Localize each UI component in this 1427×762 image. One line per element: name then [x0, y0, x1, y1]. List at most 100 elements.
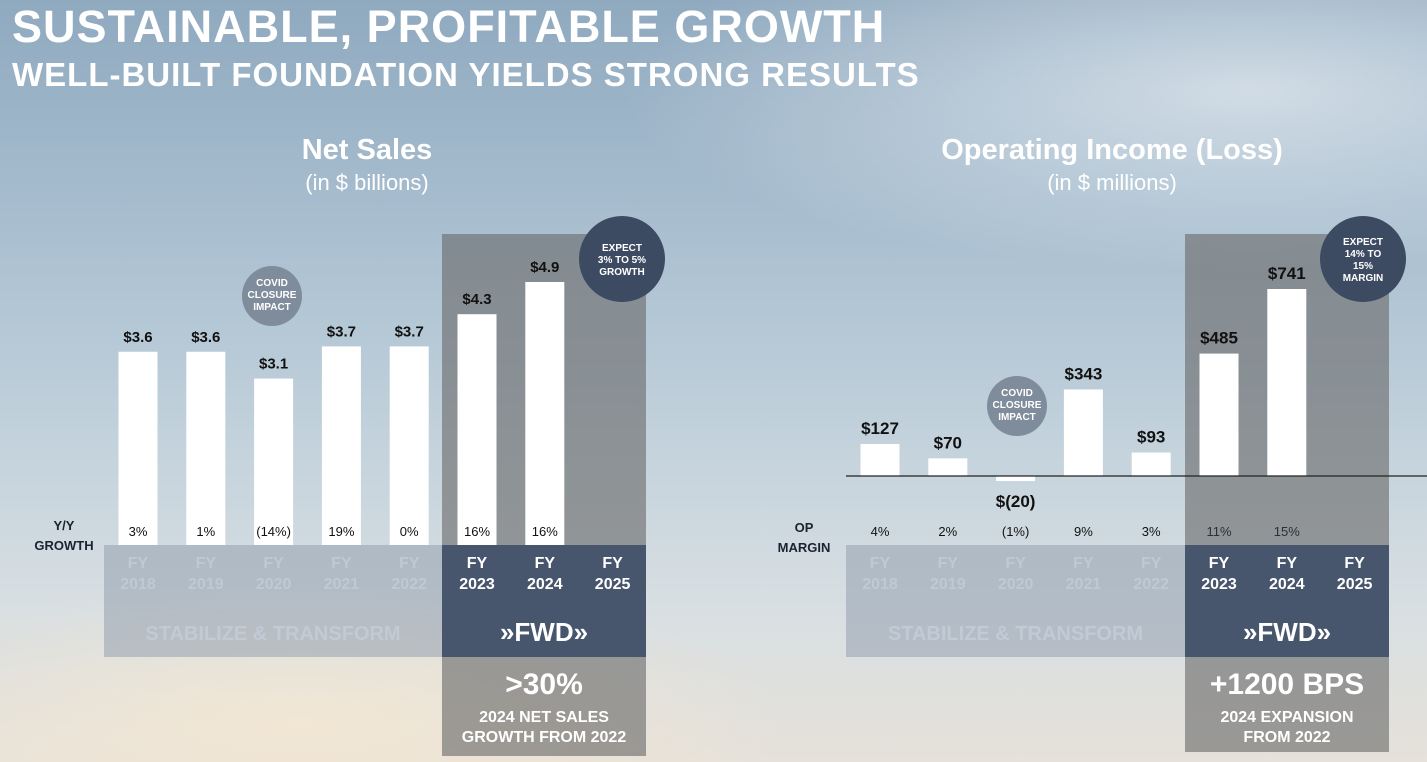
category-label: FY 2020 [256, 555, 292, 593]
bar-fy-2019 [186, 351, 226, 545]
expect-badge-text-line: 15% [1353, 261, 1373, 272]
category-label: FY 2024 [1269, 555, 1305, 593]
bar-fy-2022 [389, 346, 429, 545]
row-label: Y/Y GROWTH [34, 518, 93, 553]
fwd-label: »FWD» [500, 617, 588, 647]
category-label-line: 2022 [391, 576, 427, 593]
row-value: 11% [1206, 524, 1231, 539]
bar-fy-2019 [928, 458, 968, 476]
data-label: $127 [861, 419, 899, 438]
category-label: FY 2025 [1337, 555, 1373, 593]
category-label-line: 2023 [459, 576, 495, 593]
category-label-line: FY [535, 555, 556, 572]
highlight-text-line: 2024 NET SALES [479, 709, 609, 726]
category-label-line: 2024 [527, 576, 563, 593]
row-value: 3% [1142, 524, 1161, 539]
category-label: FY 2023 [459, 555, 495, 593]
category-label-line: FY [1005, 555, 1026, 572]
expect-badge-text-line: EXPECT [1343, 237, 1383, 248]
data-label: $3.7 [327, 323, 356, 340]
highlight-text: 2024 NET SALES GROWTH FROM 2022 [462, 709, 627, 746]
page-subtitle: WELL-BUILT FOUNDATION YIELDS STRONG RESU… [12, 56, 920, 93]
category-label-line: FY [1073, 555, 1094, 572]
category-label-line: 2019 [930, 576, 966, 593]
data-label: $4.9 [530, 259, 559, 276]
operating-income-chart-unit: (in $ millions) [1047, 170, 1177, 195]
stabilize-label: STABILIZE & TRANSFORM [145, 623, 400, 645]
bar-fy-2022 [1131, 452, 1171, 476]
category-label-line: 2025 [595, 576, 631, 593]
category-label-line: 2021 [1066, 576, 1102, 593]
fwd-band [442, 545, 646, 657]
bar-fy-2023 [457, 314, 497, 545]
data-label: $3.7 [395, 323, 424, 340]
category-label-line: FY [331, 555, 352, 572]
net-sales-chart-unit: (in $ billions) [305, 170, 429, 195]
category-label-line: FY [602, 555, 623, 572]
highlight-value: >30% [505, 668, 583, 701]
bar-fy-2018 [860, 443, 900, 476]
data-label: $485 [1200, 329, 1238, 348]
category-label: FY 2020 [998, 555, 1034, 593]
row-value: 15% [1274, 524, 1300, 539]
category-label-line: 2020 [998, 576, 1034, 593]
row-value: (1%) [1002, 524, 1029, 539]
expect-badge [1320, 216, 1406, 302]
covid-badge-text-line: COVID [1001, 388, 1033, 399]
category-label: FY 2024 [527, 555, 563, 593]
covid-badge-text-line: COVID [256, 278, 288, 289]
category-label-line: 2020 [256, 576, 292, 593]
covid-badge-text-line: IMPACT [253, 302, 291, 313]
row-value: 3% [129, 524, 148, 539]
row-value: 1% [196, 524, 215, 539]
category-label: FY 2018 [862, 555, 898, 593]
row-value: 0% [400, 524, 419, 539]
bar-fy-2020 [254, 378, 294, 545]
category-label-line: FY [1141, 555, 1162, 572]
row-value: 2% [938, 524, 957, 539]
covid-badge [987, 376, 1047, 436]
row-label-line: OP [795, 520, 814, 535]
chart-net-sales: $3.6 $3.6 $3.1 $3.7 $3.7 $4.3 $4.9 3% 1% (14%) 19%… [34, 216, 665, 756]
row-label: OP MARGIN [778, 520, 831, 555]
category-label-line: FY [196, 555, 217, 572]
category-label: FY 2019 [930, 555, 966, 593]
row-label-line: MARGIN [778, 540, 831, 555]
category-label-line: 2024 [1269, 576, 1305, 593]
row-value: (14%) [256, 524, 291, 539]
expect-badge-text-line: 3% TO 5% [598, 255, 646, 266]
category-label-line: 2023 [1201, 576, 1237, 593]
data-label: $741 [1268, 264, 1306, 283]
category-label-line: 2018 [120, 576, 156, 593]
category-label-line: FY [870, 555, 891, 572]
expect-badge [579, 216, 665, 302]
data-label: $93 [1137, 428, 1165, 447]
data-label: $4.3 [462, 291, 491, 308]
net-sales-chart-title: Net Sales [301, 134, 433, 166]
data-label: $70 [934, 433, 962, 452]
category-label-line: FY [1209, 555, 1230, 572]
category-label-line: 2019 [188, 576, 224, 593]
fwd-label: »FWD» [1243, 617, 1331, 647]
row-value: 16% [532, 524, 558, 539]
row-label-line: Y/Y [54, 518, 75, 533]
covid-badge-text-line: CLOSURE [993, 400, 1042, 411]
category-label-line: FY [399, 555, 420, 572]
category-label-line: 2021 [324, 576, 360, 593]
category-label-line: 2018 [862, 576, 898, 593]
data-label: $3.6 [123, 329, 152, 346]
highlight-value: +1200 BPS [1210, 668, 1364, 701]
bar-fy-2024 [525, 282, 565, 545]
highlight-text-line: FROM 2022 [1243, 729, 1330, 746]
row-label-line: GROWTH [34, 538, 93, 553]
category-label-line: FY [938, 555, 959, 572]
category-label-line: 2025 [1337, 576, 1373, 593]
data-label: $3.6 [191, 329, 220, 346]
stabilize-label: STABILIZE & TRANSFORM [888, 623, 1143, 645]
category-label: FY 2021 [1066, 555, 1102, 593]
highlight-text-line: 2024 EXPANSION [1220, 709, 1353, 726]
row-value: 4% [871, 524, 890, 539]
